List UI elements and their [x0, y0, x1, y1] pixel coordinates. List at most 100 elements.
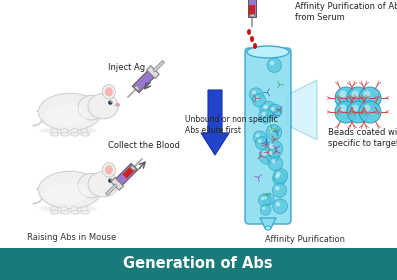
Circle shape	[266, 140, 283, 158]
Circle shape	[268, 151, 272, 155]
Circle shape	[108, 178, 112, 183]
Circle shape	[351, 90, 358, 97]
Circle shape	[364, 104, 370, 111]
Ellipse shape	[39, 171, 102, 209]
Ellipse shape	[40, 205, 97, 212]
Ellipse shape	[81, 129, 88, 134]
Circle shape	[347, 87, 369, 109]
Circle shape	[351, 104, 358, 111]
Circle shape	[259, 148, 276, 164]
Circle shape	[259, 109, 273, 123]
FancyBboxPatch shape	[146, 66, 159, 78]
Circle shape	[261, 197, 265, 200]
Circle shape	[268, 104, 282, 118]
Circle shape	[262, 151, 267, 156]
Circle shape	[339, 90, 347, 97]
Ellipse shape	[250, 36, 254, 42]
Circle shape	[273, 172, 286, 185]
Text: Affinity Purification: Affinity Purification	[265, 235, 345, 244]
Circle shape	[262, 207, 266, 210]
Circle shape	[260, 204, 271, 215]
Circle shape	[273, 199, 287, 214]
Ellipse shape	[247, 46, 289, 58]
Circle shape	[267, 58, 281, 73]
Circle shape	[276, 172, 281, 176]
Ellipse shape	[78, 95, 105, 120]
Circle shape	[262, 112, 266, 116]
Ellipse shape	[116, 181, 119, 184]
FancyBboxPatch shape	[134, 85, 140, 91]
Ellipse shape	[88, 172, 118, 197]
Text: Unbound or non specific
Abs ellute first: Unbound or non specific Abs ellute first	[185, 115, 278, 135]
FancyBboxPatch shape	[245, 48, 291, 224]
Ellipse shape	[45, 183, 88, 204]
Ellipse shape	[50, 211, 59, 214]
Text: Affinity Purification of Abs
from Serum: Affinity Purification of Abs from Serum	[295, 2, 397, 22]
Text: Collect the Blood: Collect the Blood	[108, 141, 180, 150]
FancyBboxPatch shape	[130, 165, 136, 171]
FancyBboxPatch shape	[132, 158, 143, 169]
Circle shape	[335, 87, 357, 109]
Circle shape	[262, 193, 274, 206]
Circle shape	[110, 101, 112, 103]
Circle shape	[270, 61, 274, 65]
Polygon shape	[287, 80, 317, 140]
FancyBboxPatch shape	[248, 0, 256, 17]
Circle shape	[335, 101, 357, 123]
Text: Raising Abs in Mouse: Raising Abs in Mouse	[27, 233, 117, 242]
Circle shape	[276, 174, 279, 178]
Ellipse shape	[81, 211, 89, 214]
Circle shape	[339, 104, 347, 111]
Circle shape	[255, 96, 259, 100]
Ellipse shape	[265, 226, 271, 230]
Ellipse shape	[50, 129, 58, 134]
Circle shape	[252, 94, 266, 107]
Ellipse shape	[71, 129, 78, 134]
FancyBboxPatch shape	[114, 163, 138, 186]
Circle shape	[271, 159, 276, 164]
Circle shape	[264, 196, 268, 199]
Ellipse shape	[81, 132, 89, 136]
Circle shape	[253, 131, 266, 144]
Circle shape	[255, 137, 268, 150]
Circle shape	[249, 88, 263, 101]
Text: Beads coated with Ags
specific to target Ab: Beads coated with Ags specific to target…	[328, 128, 397, 148]
FancyBboxPatch shape	[153, 60, 165, 72]
Circle shape	[258, 139, 262, 143]
Circle shape	[269, 128, 274, 132]
Ellipse shape	[116, 103, 119, 106]
Ellipse shape	[102, 85, 116, 99]
Circle shape	[108, 101, 112, 105]
FancyBboxPatch shape	[122, 166, 135, 179]
Ellipse shape	[253, 43, 257, 49]
Ellipse shape	[61, 207, 68, 212]
Circle shape	[364, 90, 370, 97]
Ellipse shape	[81, 207, 88, 212]
Circle shape	[359, 101, 381, 123]
FancyBboxPatch shape	[250, 14, 254, 16]
Circle shape	[271, 107, 275, 111]
Ellipse shape	[78, 173, 105, 198]
FancyBboxPatch shape	[106, 184, 117, 195]
Ellipse shape	[61, 211, 69, 214]
Circle shape	[347, 101, 369, 123]
Ellipse shape	[71, 211, 79, 214]
FancyBboxPatch shape	[0, 248, 397, 280]
Ellipse shape	[61, 129, 68, 134]
Circle shape	[272, 183, 287, 197]
Ellipse shape	[71, 207, 78, 212]
Circle shape	[266, 148, 279, 162]
Ellipse shape	[105, 87, 113, 97]
Circle shape	[275, 186, 279, 190]
Text: Inject Ag: Inject Ag	[108, 63, 145, 72]
Circle shape	[256, 134, 260, 137]
Ellipse shape	[102, 163, 116, 177]
Circle shape	[258, 194, 271, 206]
Circle shape	[276, 202, 280, 206]
FancyBboxPatch shape	[127, 87, 138, 98]
Circle shape	[260, 101, 276, 118]
FancyBboxPatch shape	[132, 69, 156, 93]
FancyBboxPatch shape	[111, 178, 123, 190]
Polygon shape	[260, 218, 276, 228]
Ellipse shape	[61, 132, 69, 136]
